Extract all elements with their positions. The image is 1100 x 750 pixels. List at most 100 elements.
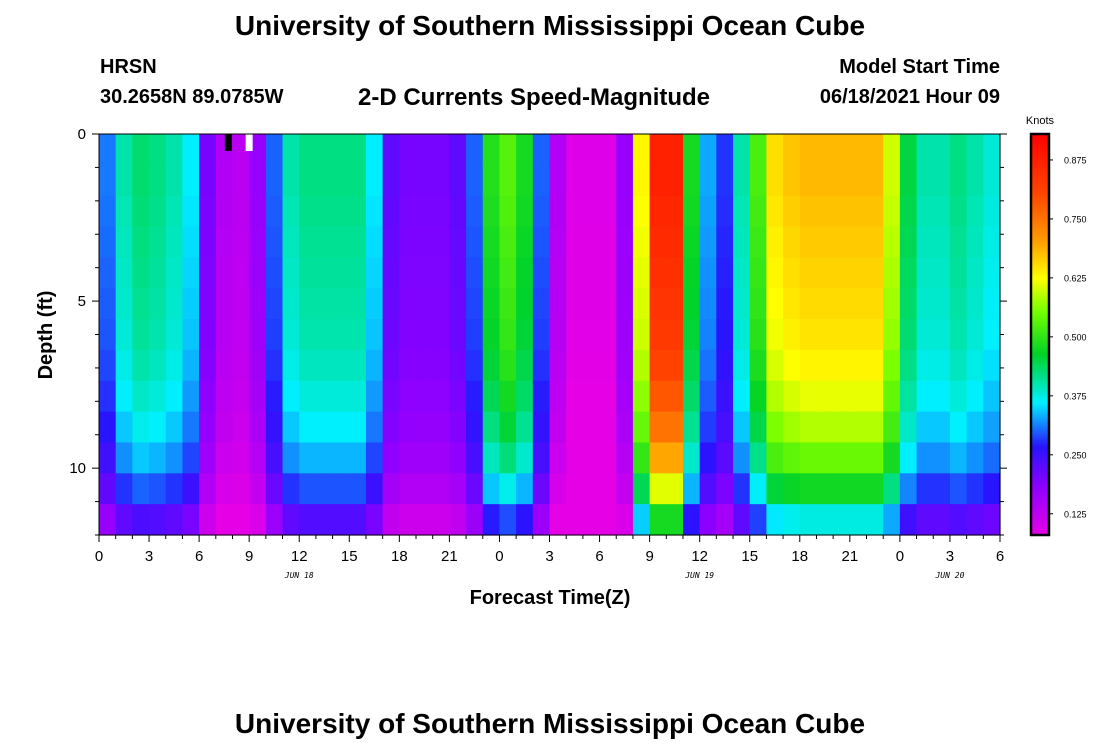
heatmap-cell <box>582 411 601 444</box>
heatmap-cell <box>582 164 601 197</box>
colorbar-tick-label: 0.875 <box>1064 155 1087 165</box>
heatmap-cell <box>966 288 984 320</box>
heatmap-cell <box>365 380 384 413</box>
heatmap-cell <box>866 442 884 474</box>
heatmap-cell <box>733 164 751 197</box>
heatmap-cell <box>682 226 701 258</box>
heatmap-cell <box>966 473 984 505</box>
heatmap-cell <box>566 319 584 351</box>
heatmap-cell <box>215 442 234 474</box>
heatmap-cell <box>933 257 951 289</box>
heatmap-cell <box>699 226 717 258</box>
heatmap-cell <box>649 504 667 536</box>
heatmap-cell <box>115 257 133 289</box>
heatmap-cell <box>599 288 617 320</box>
time-markers <box>224 134 253 151</box>
heatmap-cell <box>382 257 400 289</box>
heatmap-cell <box>916 411 934 444</box>
heatmap-cell <box>432 504 450 536</box>
heatmap-cell <box>282 411 300 444</box>
heatmap-cell <box>466 411 484 444</box>
heatmap-cell <box>499 257 517 289</box>
heatmap-cell <box>315 226 334 258</box>
heatmap-cell <box>566 380 584 413</box>
heatmap-cell <box>449 195 467 228</box>
heatmap-cell <box>149 349 167 382</box>
heatmap-cell <box>349 473 367 505</box>
x-tick-label: 0 <box>95 548 103 565</box>
heatmap-cell <box>566 226 584 258</box>
heatmap-cell <box>249 473 267 505</box>
heatmap-cell <box>399 473 417 505</box>
heatmap-cell <box>299 411 317 444</box>
heatmap-cell <box>616 380 634 413</box>
heatmap-cell <box>799 349 818 382</box>
heatmap-cell <box>399 226 417 258</box>
heatmap-cell <box>766 349 784 382</box>
heatmap-cell <box>132 319 150 351</box>
heatmap-cell <box>883 349 901 382</box>
heatmap-cell <box>332 380 350 413</box>
heatmap-cell <box>866 226 884 258</box>
heatmap-cell <box>966 380 984 413</box>
heatmap-cell <box>716 504 734 536</box>
heatmap-cell <box>482 226 501 258</box>
heatmap-cell <box>833 380 851 413</box>
heatmap-cell <box>332 195 350 228</box>
heatmap-cell <box>466 134 484 166</box>
heatmap-cell <box>482 195 501 228</box>
heatmap-cell <box>783 134 801 166</box>
heatmap-cell <box>966 134 984 166</box>
heatmap-cell <box>649 319 667 351</box>
heatmap-cell <box>382 442 400 474</box>
heatmap-cell <box>365 195 384 228</box>
heatmap-cell <box>399 164 417 197</box>
heatmap-cell <box>416 226 434 258</box>
heatmap-cell <box>165 380 184 413</box>
heatmap-cell <box>899 288 918 320</box>
heatmap-cell <box>733 504 751 536</box>
heatmap-cell <box>949 411 968 444</box>
heatmap-cell <box>983 473 1001 505</box>
x-tick-label: 0 <box>495 548 503 565</box>
x-tick-label: 6 <box>996 548 1004 565</box>
heatmap-cell <box>265 195 284 228</box>
heatmap-cell <box>115 349 133 382</box>
heatmap-cell <box>599 349 617 382</box>
heatmap-cell <box>549 349 567 382</box>
heatmap-cell <box>749 349 768 382</box>
heatmap-cell <box>599 380 617 413</box>
heatmap-cell <box>282 504 300 536</box>
heatmap-cell <box>983 195 1001 228</box>
heatmap-cell <box>232 195 250 228</box>
heatmap-cell <box>499 504 517 536</box>
heatmap-cell <box>532 473 551 505</box>
heatmap-cell <box>165 442 184 474</box>
heatmap-cell <box>349 226 367 258</box>
heatmap-cell <box>649 288 667 320</box>
heatmap-cell <box>933 319 951 351</box>
heatmap-cell <box>149 380 167 413</box>
heatmap-cell <box>749 288 768 320</box>
heatmap-cell <box>582 473 601 505</box>
heatmap-cell <box>682 380 701 413</box>
heatmap-cell <box>549 288 567 320</box>
heatmap-cell <box>616 504 634 536</box>
heatmap-cell <box>215 319 234 351</box>
heatmap-cell <box>482 164 501 197</box>
heatmap-cell <box>232 380 250 413</box>
heatmap-cell <box>182 164 200 197</box>
heatmap-cell <box>883 134 901 166</box>
heatmap-cell <box>382 473 400 505</box>
heatmap-cell <box>599 504 617 536</box>
heatmap-cell <box>315 504 334 536</box>
heatmap-cell <box>632 257 651 289</box>
heatmap-cell <box>199 288 217 320</box>
heatmap-cell <box>115 226 133 258</box>
x-tick-label: 6 <box>195 548 203 565</box>
heatmap-cell <box>282 473 300 505</box>
heatmap-cell <box>849 349 868 382</box>
heatmap-cell <box>899 257 918 289</box>
heatmap-cell <box>666 288 684 320</box>
heatmap-cell <box>182 134 200 166</box>
